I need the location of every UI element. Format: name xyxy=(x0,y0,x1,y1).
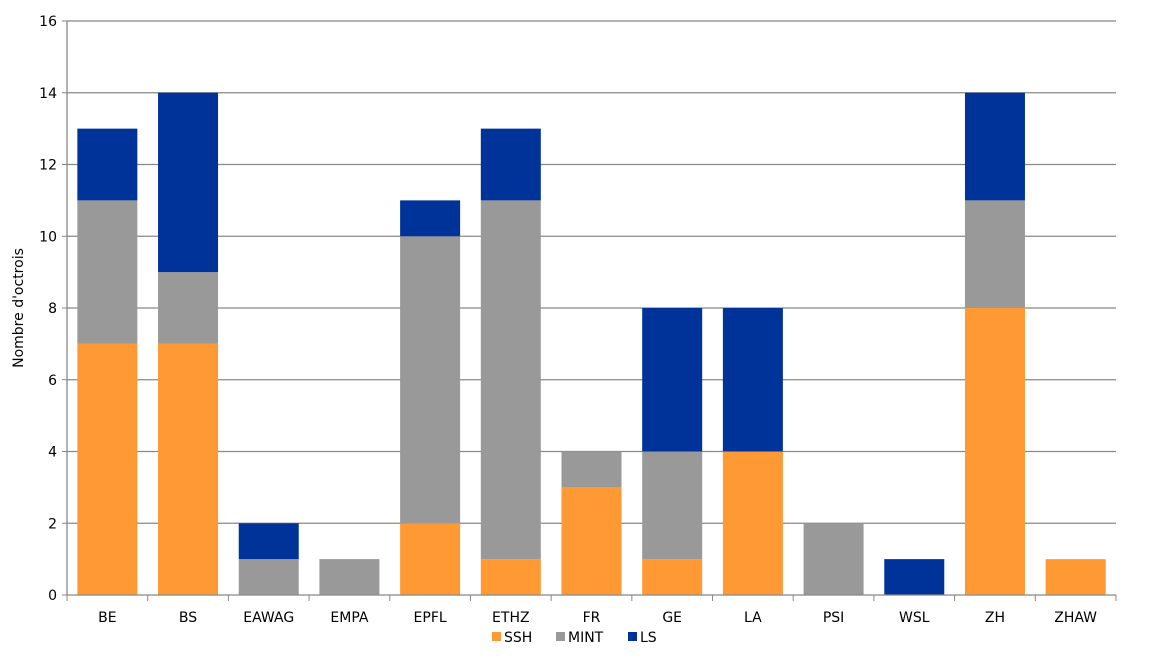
y-tick-label: 2 xyxy=(48,516,57,532)
bar-ssh-epfl xyxy=(400,523,461,595)
bar-ssh-bs xyxy=(158,343,219,595)
axes xyxy=(62,20,1117,601)
x-tick-label: PSI xyxy=(823,610,844,626)
bar-ls-be xyxy=(77,128,138,201)
bar-mint-empa xyxy=(319,559,380,595)
legend-swatch-ls xyxy=(628,632,637,641)
bar-mint-eawag xyxy=(238,559,299,595)
bar-mint-ge xyxy=(642,451,703,560)
bar-ls-ge xyxy=(642,308,703,452)
bar-ssh-zhaw xyxy=(1045,559,1106,595)
x-tick-label: WSL xyxy=(899,610,930,626)
x-tick-label: BE xyxy=(98,610,116,626)
bars xyxy=(77,92,1106,595)
y-tick-label: 8 xyxy=(48,301,57,317)
bar-mint-psi xyxy=(803,523,864,595)
y-tick-label: 16 xyxy=(39,14,57,30)
bar-mint-ethz xyxy=(480,200,541,560)
bar-ls-wsl xyxy=(884,559,945,595)
bar-mint-zh xyxy=(964,200,1025,308)
x-tick-label: EPFL xyxy=(414,610,447,626)
y-tick-label: 0 xyxy=(48,588,57,604)
bar-ssh-be xyxy=(77,343,138,595)
x-tick-label: ZH xyxy=(985,610,1005,626)
bar-ls-zh xyxy=(964,92,1025,201)
legend-label-ls: LS xyxy=(640,630,657,646)
bar-mint-be xyxy=(77,200,138,344)
y-tick-label: 10 xyxy=(39,229,57,245)
y-tick-labels: 0 2 4 6 8 10 12 14 16 xyxy=(39,14,57,604)
bar-ssh-zh xyxy=(964,308,1025,595)
x-tick-labels: BE BS EAWAG EMPA EPFL ETHZ FR GE LA PSI WSL ZH ZHAW xyxy=(98,610,1097,626)
x-tick-label: EMPA xyxy=(330,610,368,626)
y-axis-title: Nombre d'octrois xyxy=(11,248,27,368)
bar-ssh-la xyxy=(722,451,783,595)
x-tick-label: FR xyxy=(583,610,601,626)
bar-mint-epfl xyxy=(400,236,461,524)
bar-ls-epfl xyxy=(400,200,461,237)
x-tick-label: EAWAG xyxy=(243,610,294,626)
legend: SSH MINT LS xyxy=(492,630,657,646)
y-tick-label: 12 xyxy=(39,158,57,174)
gridlines xyxy=(67,20,1116,524)
bar-mint-fr xyxy=(561,451,622,488)
bar-ls-eawag xyxy=(238,523,299,560)
x-tick-label: BS xyxy=(179,610,197,626)
bar-ls-ethz xyxy=(480,128,541,201)
bar-ssh-ethz xyxy=(480,559,541,595)
x-tick-label: ZHAW xyxy=(1054,610,1097,626)
bar-mint-bs xyxy=(158,272,219,344)
x-tick-label: ETHZ xyxy=(492,610,530,626)
bar-ssh-ge xyxy=(642,559,703,595)
y-tick-label: 14 xyxy=(39,86,57,102)
bar-ssh-fr xyxy=(561,487,622,595)
legend-swatch-ssh xyxy=(492,632,501,641)
legend-label-mint: MINT xyxy=(568,630,604,646)
bar-ls-la xyxy=(722,308,783,452)
bar-ls-bs xyxy=(158,92,219,273)
legend-swatch-mint xyxy=(556,632,565,641)
y-tick-label: 4 xyxy=(48,445,57,461)
x-tick-label: LA xyxy=(744,610,762,626)
x-tick-label: GE xyxy=(662,610,682,626)
legend-label-ssh: SSH xyxy=(504,630,532,646)
y-tick-label: 6 xyxy=(48,373,57,389)
